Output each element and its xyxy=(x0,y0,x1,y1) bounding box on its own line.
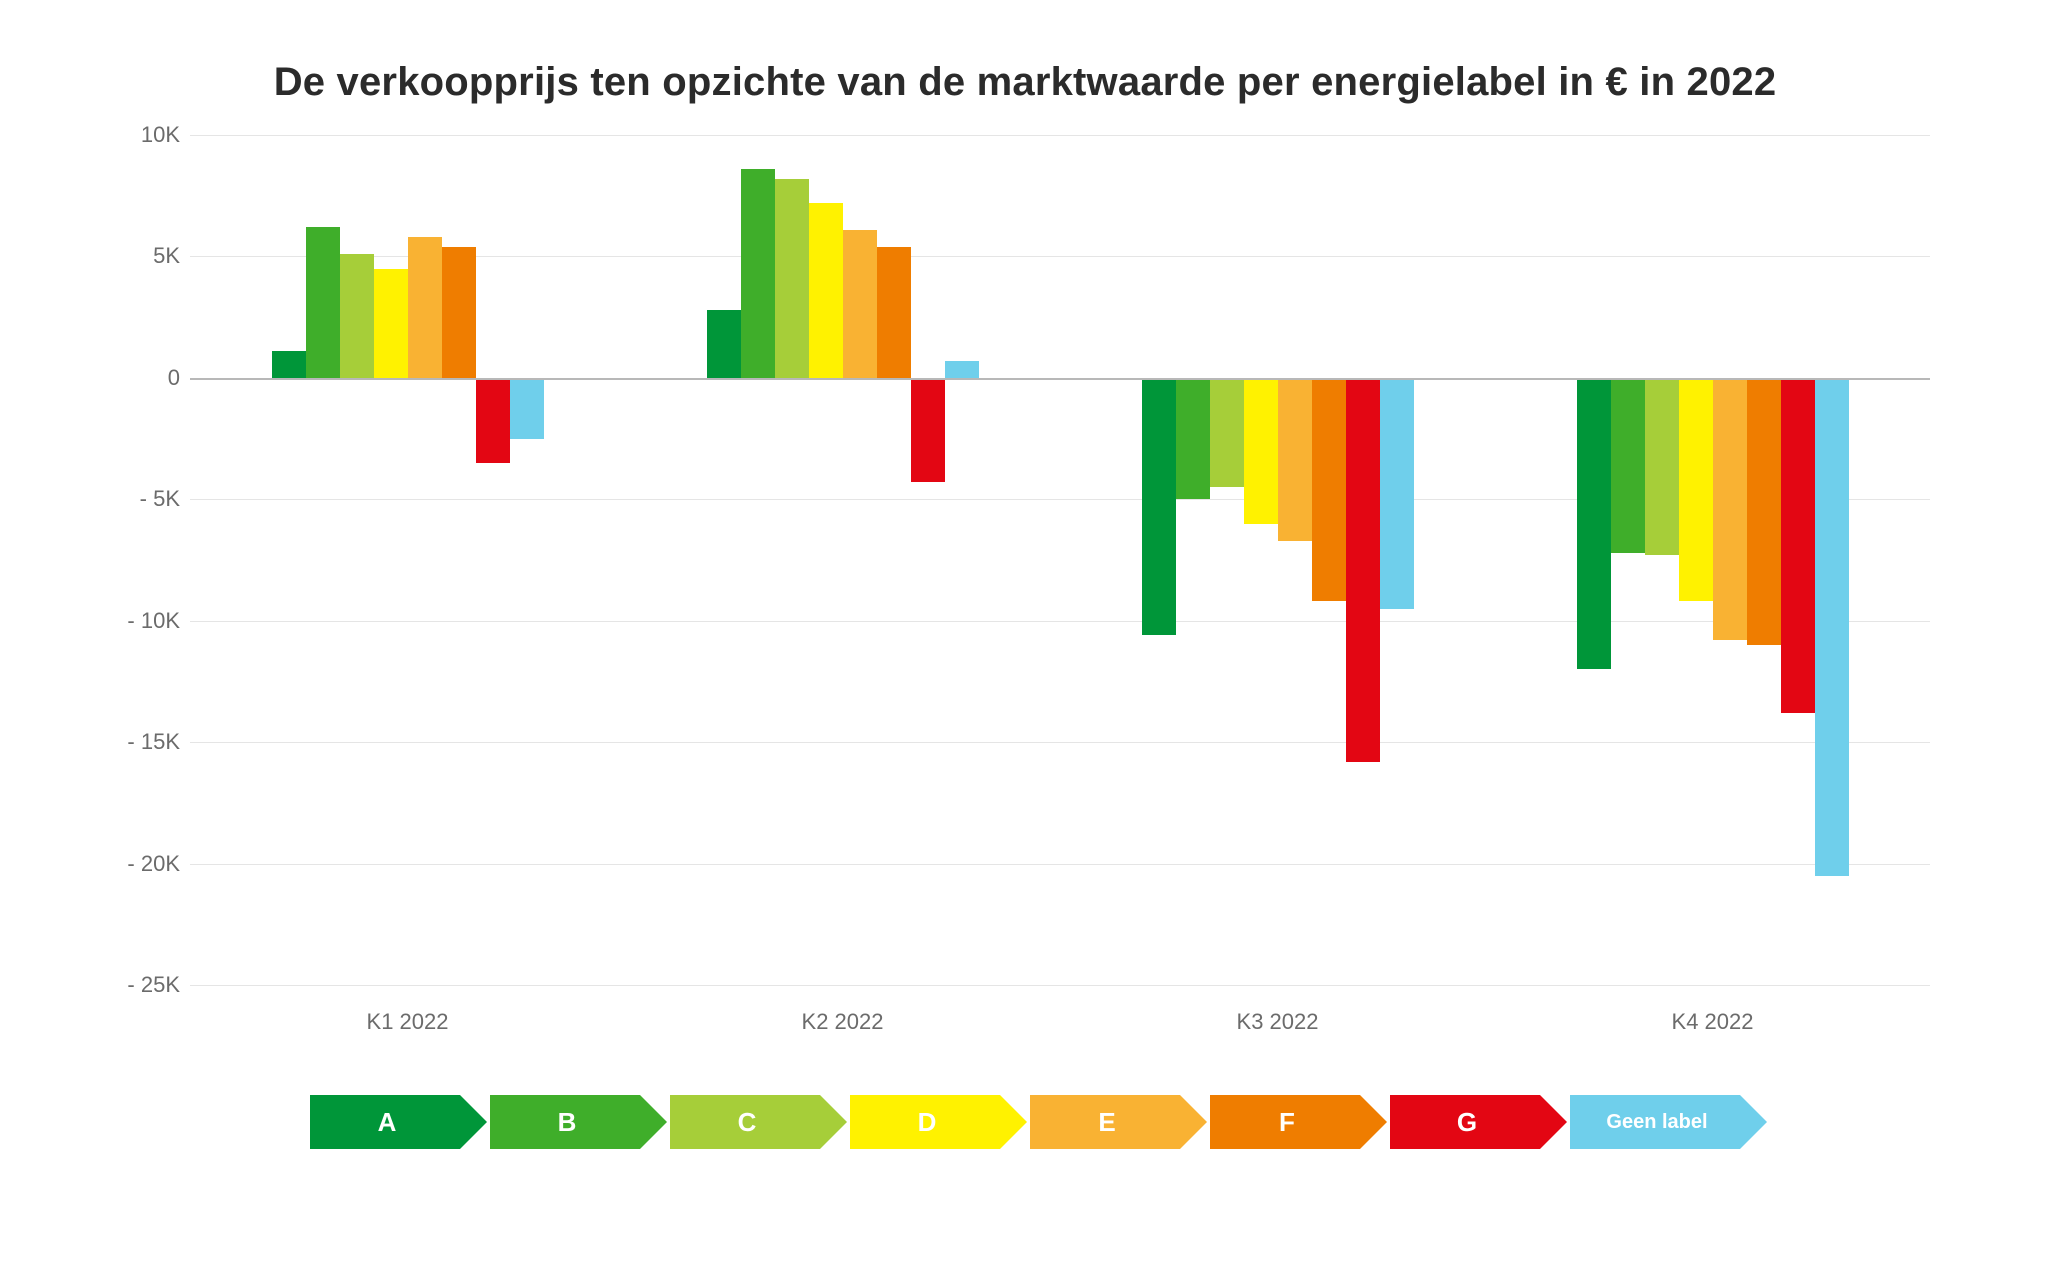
legend-item: B xyxy=(490,1095,640,1149)
legend-arrow-tip xyxy=(1180,1095,1207,1149)
legend-arrow-tip xyxy=(1360,1095,1387,1149)
y-tick-label: 5K xyxy=(100,243,180,269)
legend-item: F xyxy=(1210,1095,1360,1149)
y-tick-label: - 25K xyxy=(100,972,180,998)
y-tick-label: - 10K xyxy=(100,608,180,634)
bar-group: K3 2022 xyxy=(1142,135,1414,985)
legend-arrow: C xyxy=(670,1095,820,1149)
bar xyxy=(945,361,979,378)
legend-label: B xyxy=(558,1107,577,1138)
legend-item: E xyxy=(1030,1095,1180,1149)
legend-label: A xyxy=(378,1107,397,1138)
x-tick-label: K3 2022 xyxy=(1142,1009,1414,1035)
y-tick-label: - 5K xyxy=(100,486,180,512)
bar xyxy=(1312,378,1346,601)
legend-label: G xyxy=(1457,1107,1477,1138)
legend-label: C xyxy=(738,1107,757,1138)
grid-zero-line xyxy=(190,378,1930,380)
bar-group: K1 2022 xyxy=(272,135,544,985)
legend-arrow: G xyxy=(1390,1095,1540,1149)
bar xyxy=(1781,378,1815,713)
grid-line xyxy=(190,985,1930,986)
legend-label: E xyxy=(1098,1107,1115,1138)
chart-container: De verkoopprijs ten opzichte van de mark… xyxy=(0,0,2050,1288)
bar-groups: K1 2022 K2 2022 K3 2022 K4 2022 xyxy=(190,135,1930,985)
bar xyxy=(1815,378,1849,876)
bar xyxy=(1713,378,1747,640)
legend-arrow: Geen label xyxy=(1570,1095,1740,1149)
plot-area: 10K5K0- 5K- 10K- 15K- 20K- 25KK1 2022K2 … xyxy=(190,135,1930,985)
legend-arrow: D xyxy=(850,1095,1000,1149)
y-tick-label: - 15K xyxy=(100,729,180,755)
legend-arrow-tip xyxy=(820,1095,847,1149)
bar xyxy=(1611,378,1645,553)
legend-item: G xyxy=(1390,1095,1540,1149)
bar xyxy=(1278,378,1312,541)
legend-arrow-tip xyxy=(1000,1095,1027,1149)
bar xyxy=(1176,378,1210,499)
legend-label: Geen label xyxy=(1606,1111,1707,1134)
bar xyxy=(1577,378,1611,669)
bar xyxy=(1679,378,1713,601)
legend-arrow: E xyxy=(1030,1095,1180,1149)
bar xyxy=(1380,378,1414,609)
bar xyxy=(306,227,340,378)
y-tick-label: 10K xyxy=(100,122,180,148)
x-tick-label: K4 2022 xyxy=(1577,1009,1849,1035)
bar xyxy=(442,247,476,378)
bar xyxy=(843,230,877,378)
legend-item: C xyxy=(670,1095,820,1149)
legend-arrow-tip xyxy=(640,1095,667,1149)
legend-arrow: F xyxy=(1210,1095,1360,1149)
x-tick-label: K1 2022 xyxy=(272,1009,544,1035)
bar xyxy=(775,179,809,378)
y-tick-label: 0 xyxy=(100,365,180,391)
bar xyxy=(272,351,306,378)
bar xyxy=(1346,378,1380,762)
bar xyxy=(1142,378,1176,635)
bar-group: K4 2022 xyxy=(1577,135,1849,985)
bar xyxy=(1210,378,1244,487)
bar-group: K2 2022 xyxy=(707,135,979,985)
x-tick-label: K2 2022 xyxy=(707,1009,979,1035)
legend-arrow: A xyxy=(310,1095,460,1149)
bar xyxy=(741,169,775,378)
legend-item: D xyxy=(850,1095,1000,1149)
bar xyxy=(476,378,510,463)
chart-title: De verkoopprijs ten opzichte van de mark… xyxy=(80,60,1970,105)
y-tick-label: - 20K xyxy=(100,851,180,877)
bar xyxy=(510,378,544,439)
bar xyxy=(911,378,945,482)
bar xyxy=(1244,378,1278,524)
legend-label: D xyxy=(918,1107,937,1138)
bar xyxy=(1645,378,1679,555)
legend: A B C D E F G Geen label xyxy=(80,1095,1970,1149)
legend-arrow-tip xyxy=(1740,1095,1767,1149)
bar xyxy=(374,269,408,378)
legend-item: Geen label xyxy=(1570,1095,1740,1149)
bar xyxy=(408,237,442,378)
chart-area: 10K5K0- 5K- 10K- 15K- 20K- 25KK1 2022K2 … xyxy=(80,135,1970,1055)
bar xyxy=(877,247,911,378)
bar xyxy=(340,254,374,378)
bar xyxy=(1747,378,1781,645)
bar xyxy=(707,310,741,378)
legend-label: F xyxy=(1279,1107,1295,1138)
legend-item: A xyxy=(310,1095,460,1149)
bar xyxy=(809,203,843,378)
legend-arrow-tip xyxy=(1540,1095,1567,1149)
legend-arrow-tip xyxy=(460,1095,487,1149)
legend-arrow: B xyxy=(490,1095,640,1149)
